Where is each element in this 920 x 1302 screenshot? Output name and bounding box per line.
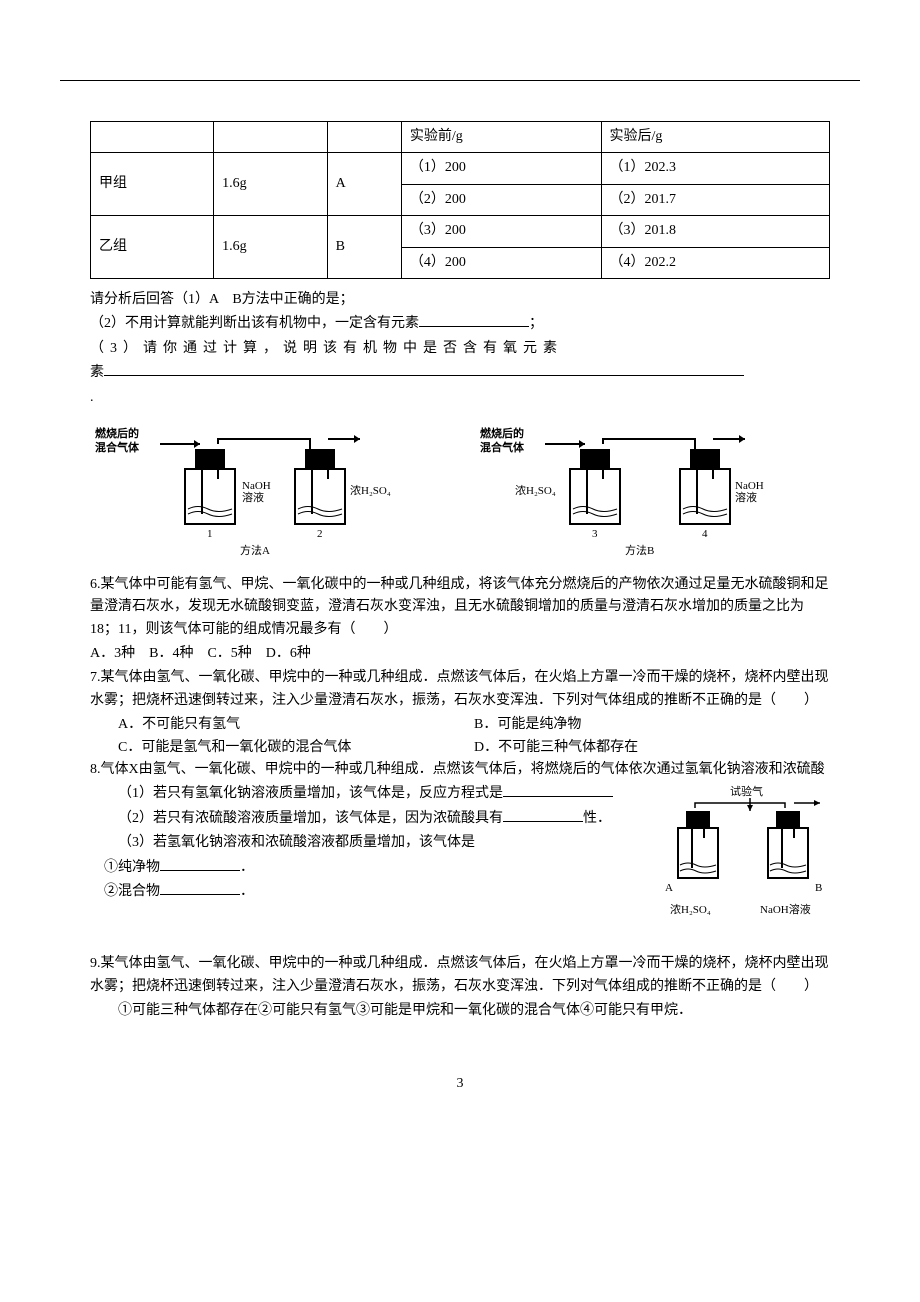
diagram-row: 燃烧后的 混合气体 NaOH 溶液 1 浓H₂SO₄ (90, 419, 830, 559)
svg-text:1: 1 (207, 528, 213, 540)
th-pre: 实验前/g (401, 122, 601, 153)
experiment-table: 实验前/g 实验后/g 甲组 1.6g A （1）200 （1）202.3 （2… (90, 121, 830, 279)
cell-group-a: 甲组 (91, 153, 214, 216)
q8-s2b: 性． (583, 811, 611, 826)
cell-mass-b: 1.6g (214, 216, 328, 279)
q7-a: A．不可能只有氢气 (118, 714, 474, 736)
svg-text:B: B (815, 882, 822, 894)
svg-text:浓H₂SO₄: 浓H₂SO₄ (350, 484, 391, 497)
diagram-method-b: 燃烧后的 混合气体 浓H₂SO₄ 3 NaOH 溶液 4 (475, 419, 830, 559)
cell-pre3: （3）200 (401, 216, 601, 247)
cell-method-a: A (327, 153, 401, 216)
q8-s4: ①纯净物 ． (90, 857, 650, 879)
q7-c: C．可能是氢气和一氧化碳的混合气体 (118, 737, 474, 759)
svg-text:混合气体: 混合气体 (95, 440, 140, 454)
q7-b: B．可能是纯净物 (474, 714, 830, 736)
blank-oxygen (104, 362, 744, 376)
q8-s4b: ． (240, 860, 254, 875)
q9-text: 9.某气体由氢气、一氧化碳、甲烷中的一种或几种组成．点燃该气体后，在火焰上方罩一… (90, 953, 830, 998)
blank-s2 (503, 808, 583, 822)
blank-elements (419, 313, 529, 327)
cell-method-b: B (327, 216, 401, 279)
q8-diagram: 试验气 A B 浓H₂SO₄ NaOH溶液 (660, 783, 830, 933)
svg-text:A: A (665, 882, 673, 894)
table-row: 甲组 1.6g A （1）200 （1）202.3 (91, 153, 830, 184)
cell-post1: （1）202.3 (601, 153, 829, 184)
svg-text:浓H₂SO₄: 浓H₂SO₄ (670, 903, 711, 916)
svg-text:NaOH溶液: NaOH溶液 (760, 902, 811, 916)
q8-s5b: ． (240, 884, 254, 899)
q8-s1: （1）若只有氢氧化钠溶液质量增加，该气体是，反应方程式是 (90, 783, 650, 805)
page-number: 3 (90, 1073, 830, 1095)
table-row: 乙组 1.6g B （3）200 （3）201.8 (91, 216, 830, 247)
svg-text:混合气体: 混合气体 (480, 440, 525, 454)
q6-opts: A．3种 B．4种 C．5种 D．6种 (90, 643, 830, 665)
svg-text:溶液: 溶液 (735, 490, 757, 504)
q8-s3: （3）若氢氧化钠溶液和浓硫酸溶液都质量增加，该气体是 (90, 832, 650, 854)
table-row: 实验前/g 实验后/g (91, 122, 830, 153)
q9-opts: ①可能三种气体都存在②可能只有氢气③可能是甲烷和一氧化碳的混合气体④可能只有甲烷… (90, 1000, 830, 1022)
svg-text:4: 4 (702, 528, 708, 540)
svg-text:溶液: 溶液 (242, 490, 264, 504)
blank-s4 (160, 857, 240, 871)
svg-text:3: 3 (592, 528, 598, 540)
intro-l3-blank: 素 (90, 362, 830, 384)
svg-text:试验气: 试验气 (730, 784, 763, 798)
q8-s2a: （2）若只有浓硫酸溶液质量增加，该气体是，因为浓硫酸具有 (118, 811, 503, 826)
svg-text:NaOH: NaOH (242, 480, 271, 492)
svg-text:浓H₂SO₄: 浓H₂SO₄ (515, 484, 556, 497)
svg-text:方法A: 方法A (240, 543, 270, 557)
cell-pre1: （1）200 (401, 153, 601, 184)
cell-post2: （2）201.7 (601, 184, 829, 215)
diagram-method-a: 燃烧后的 混合气体 NaOH 溶液 1 浓H₂SO₄ (90, 419, 445, 559)
svg-text:燃烧后的: 燃烧后的 (94, 426, 139, 440)
svg-text:NaOH: NaOH (735, 480, 764, 492)
q8-s5a: ②混合物 (104, 884, 160, 899)
svg-text:2: 2 (317, 528, 323, 540)
th-post: 实验后/g (601, 122, 829, 153)
q8-text: 8.气体X由氢气、一氧化碳、甲烷中的一种或几种组成．点燃该气体后，将燃烧后的气体… (90, 759, 830, 781)
blank-s1 (503, 783, 613, 797)
th-blank1 (91, 122, 214, 153)
blank-s5 (160, 881, 240, 895)
svg-text:方法B: 方法B (625, 543, 654, 557)
q8-s4a: ①纯净物 (104, 860, 160, 875)
intro-l1: 请分析后回答（1）A B方法中正确的是； (90, 289, 830, 311)
th-blank3 (327, 122, 401, 153)
q7-d: D．不可能三种气体都存在 (474, 737, 830, 759)
cell-mass-a: 1.6g (214, 153, 328, 216)
intro-l2: （2）不用计算就能判断出该有机物中，一定含有元素 ； (90, 313, 830, 335)
cell-post3: （3）201.8 (601, 216, 829, 247)
q8-s2: （2）若只有浓硫酸溶液质量增加，该气体是，因为浓硫酸具有 性． (90, 808, 650, 830)
cell-pre4: （4）200 (401, 247, 601, 278)
cell-pre2: （2）200 (401, 184, 601, 215)
th-blank2 (214, 122, 328, 153)
q8-s1-t: （1）若只有氢氧化钠溶液质量增加，该气体是，反应方程式是 (118, 786, 503, 801)
intro-l4: . (90, 387, 830, 409)
intro-l2b: ； (529, 316, 543, 331)
q6-text: 6.某气体中可能有氢气、甲烷、一氧化碳中的一种或几种组成，将该气体充分燃烧后的产… (90, 574, 830, 641)
q7-options: A．不可能只有氢气 B．可能是纯净物 C．可能是氢气和一氧化碳的混合气体 D．不… (90, 714, 830, 759)
intro-l3: （3）请你通过计算，说明该有机物中是否含有氧元素 (90, 338, 830, 360)
q8-s5: ②混合物 ． (90, 881, 650, 903)
intro-l2a: （2）不用计算就能判断出该有机物中，一定含有元素 (90, 316, 419, 331)
cell-post4: （4）202.2 (601, 247, 829, 278)
cell-group-b: 乙组 (91, 216, 214, 279)
q7-text: 7.某气体由氢气、一氧化碳、甲烷中的一种或几种组成．点燃该气体后，在火焰上方罩一… (90, 667, 830, 712)
svg-text:燃烧后的: 燃烧后的 (479, 426, 524, 440)
q8-wrap: （1）若只有氢氧化钠溶液质量增加，该气体是，反应方程式是 （2）若只有浓硫酸溶液… (90, 783, 830, 933)
top-rule (60, 80, 860, 81)
